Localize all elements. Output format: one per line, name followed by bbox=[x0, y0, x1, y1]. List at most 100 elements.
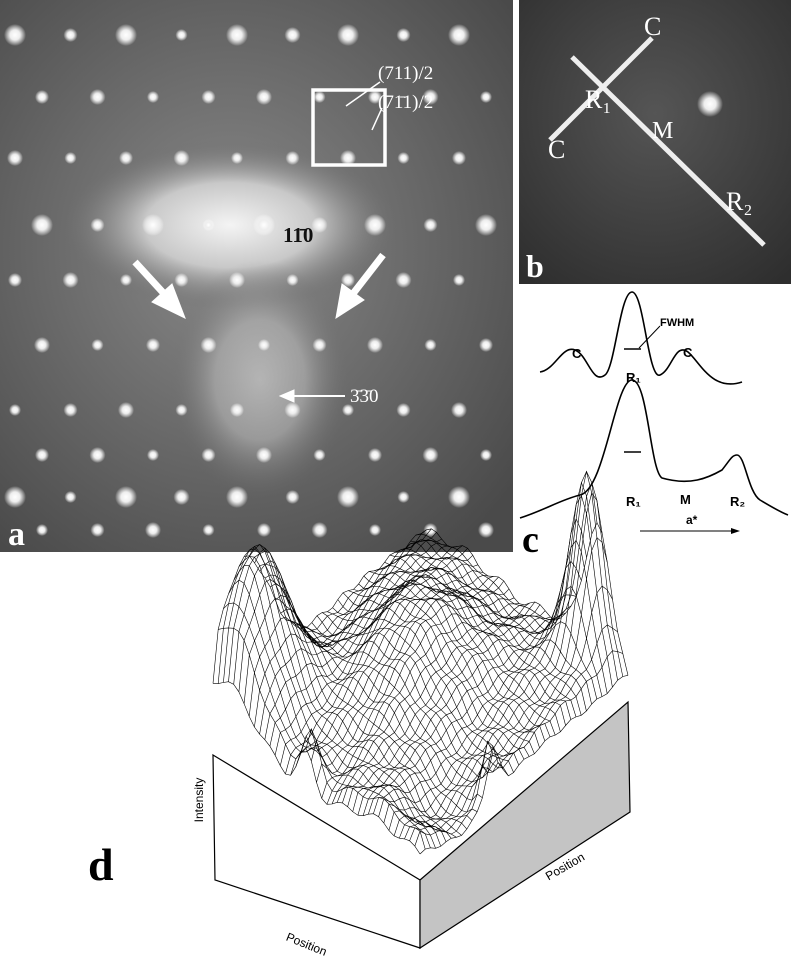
spot bbox=[397, 28, 411, 42]
spot bbox=[475, 214, 497, 236]
spot bbox=[65, 491, 77, 503]
spot bbox=[287, 274, 299, 286]
spot bbox=[203, 219, 215, 231]
panel-label: a bbox=[8, 516, 25, 553]
spot bbox=[697, 91, 723, 117]
annotation: R₂ bbox=[726, 187, 752, 216]
spot bbox=[147, 91, 159, 103]
mesh-line bbox=[234, 539, 442, 684]
spot bbox=[448, 24, 470, 46]
mesh-line bbox=[369, 571, 576, 717]
mesh-line bbox=[280, 575, 488, 765]
spot bbox=[369, 524, 381, 536]
annotation: (71̄1)/2 bbox=[378, 92, 433, 113]
annotation: R₁ bbox=[585, 85, 611, 114]
spot bbox=[145, 522, 161, 538]
annotation: R₁ bbox=[626, 494, 641, 509]
spot bbox=[118, 402, 134, 418]
spot bbox=[314, 449, 326, 461]
spot bbox=[230, 403, 244, 417]
mesh-line bbox=[249, 547, 457, 717]
annotation: R₂ bbox=[730, 494, 745, 509]
spot bbox=[65, 152, 77, 164]
spot bbox=[174, 489, 190, 505]
mesh-line bbox=[327, 602, 535, 804]
spot bbox=[286, 490, 300, 504]
spot bbox=[175, 273, 189, 287]
mesh-line bbox=[322, 602, 529, 757]
spot bbox=[8, 273, 22, 287]
spot bbox=[285, 402, 301, 418]
spot bbox=[285, 27, 301, 43]
spot bbox=[337, 24, 359, 46]
spot bbox=[92, 339, 104, 351]
spot bbox=[202, 90, 216, 104]
spot bbox=[201, 337, 217, 353]
spot bbox=[398, 152, 410, 164]
panel-a: (711)/2 (71̄1)/2 11̄0 3̄3̄0 a bbox=[0, 0, 513, 553]
panel-label: c bbox=[522, 519, 539, 561]
annotation: FWHM bbox=[660, 317, 694, 329]
arrow-head bbox=[731, 528, 740, 534]
annotation: C bbox=[548, 135, 565, 164]
spot bbox=[142, 214, 164, 236]
spot bbox=[63, 272, 79, 288]
spot bbox=[337, 486, 359, 508]
mesh-line bbox=[254, 546, 462, 727]
spot bbox=[9, 404, 21, 416]
panel-label: b bbox=[526, 248, 544, 284]
spot bbox=[258, 339, 270, 351]
spot bbox=[176, 29, 188, 41]
spot bbox=[91, 523, 105, 537]
spot bbox=[364, 214, 386, 236]
mesh-line bbox=[385, 555, 592, 704]
lower-glow bbox=[170, 260, 350, 500]
axis-label: Intensity bbox=[192, 778, 206, 823]
spot bbox=[313, 338, 327, 352]
mesh-line bbox=[307, 628, 514, 773]
spot bbox=[231, 152, 243, 164]
annotation: 11̄0 bbox=[283, 223, 313, 247]
spot bbox=[451, 402, 467, 418]
spot bbox=[115, 24, 137, 46]
annotation: C bbox=[572, 346, 582, 361]
spot bbox=[452, 151, 466, 165]
axis-label: Position bbox=[284, 930, 329, 959]
annotation: M bbox=[652, 118, 673, 144]
spot bbox=[226, 24, 248, 46]
spot bbox=[396, 272, 412, 288]
box-front-face bbox=[213, 755, 420, 948]
panel-label: d bbox=[88, 839, 114, 890]
spot bbox=[453, 274, 465, 286]
spot bbox=[36, 524, 48, 536]
spot bbox=[4, 486, 26, 508]
spot bbox=[314, 91, 326, 103]
annotation: a* bbox=[686, 513, 698, 527]
mesh-line bbox=[296, 623, 503, 773]
spot bbox=[423, 447, 439, 463]
spot bbox=[256, 89, 272, 105]
spot bbox=[202, 448, 216, 462]
spot bbox=[203, 524, 215, 536]
spot bbox=[312, 522, 328, 538]
spot bbox=[226, 486, 248, 508]
annotation: C bbox=[644, 12, 661, 41]
spot bbox=[119, 151, 133, 165]
spot bbox=[90, 447, 106, 463]
panel-c: FWHM C R₁ C R₁ M R₂ a* c bbox=[520, 292, 788, 561]
annotation: M bbox=[680, 492, 691, 507]
spot bbox=[146, 338, 160, 352]
mesh-line bbox=[265, 555, 473, 739]
spot bbox=[64, 28, 78, 42]
spot bbox=[448, 486, 470, 508]
spot bbox=[35, 90, 49, 104]
panel-b: C C R₁ M R₂ b bbox=[519, 0, 791, 284]
spot bbox=[257, 523, 271, 537]
spot bbox=[424, 218, 438, 232]
spot bbox=[367, 337, 383, 353]
spot bbox=[229, 272, 245, 288]
spot bbox=[7, 150, 23, 166]
spot bbox=[64, 403, 78, 417]
mesh-line bbox=[218, 530, 426, 684]
spot bbox=[480, 91, 492, 103]
